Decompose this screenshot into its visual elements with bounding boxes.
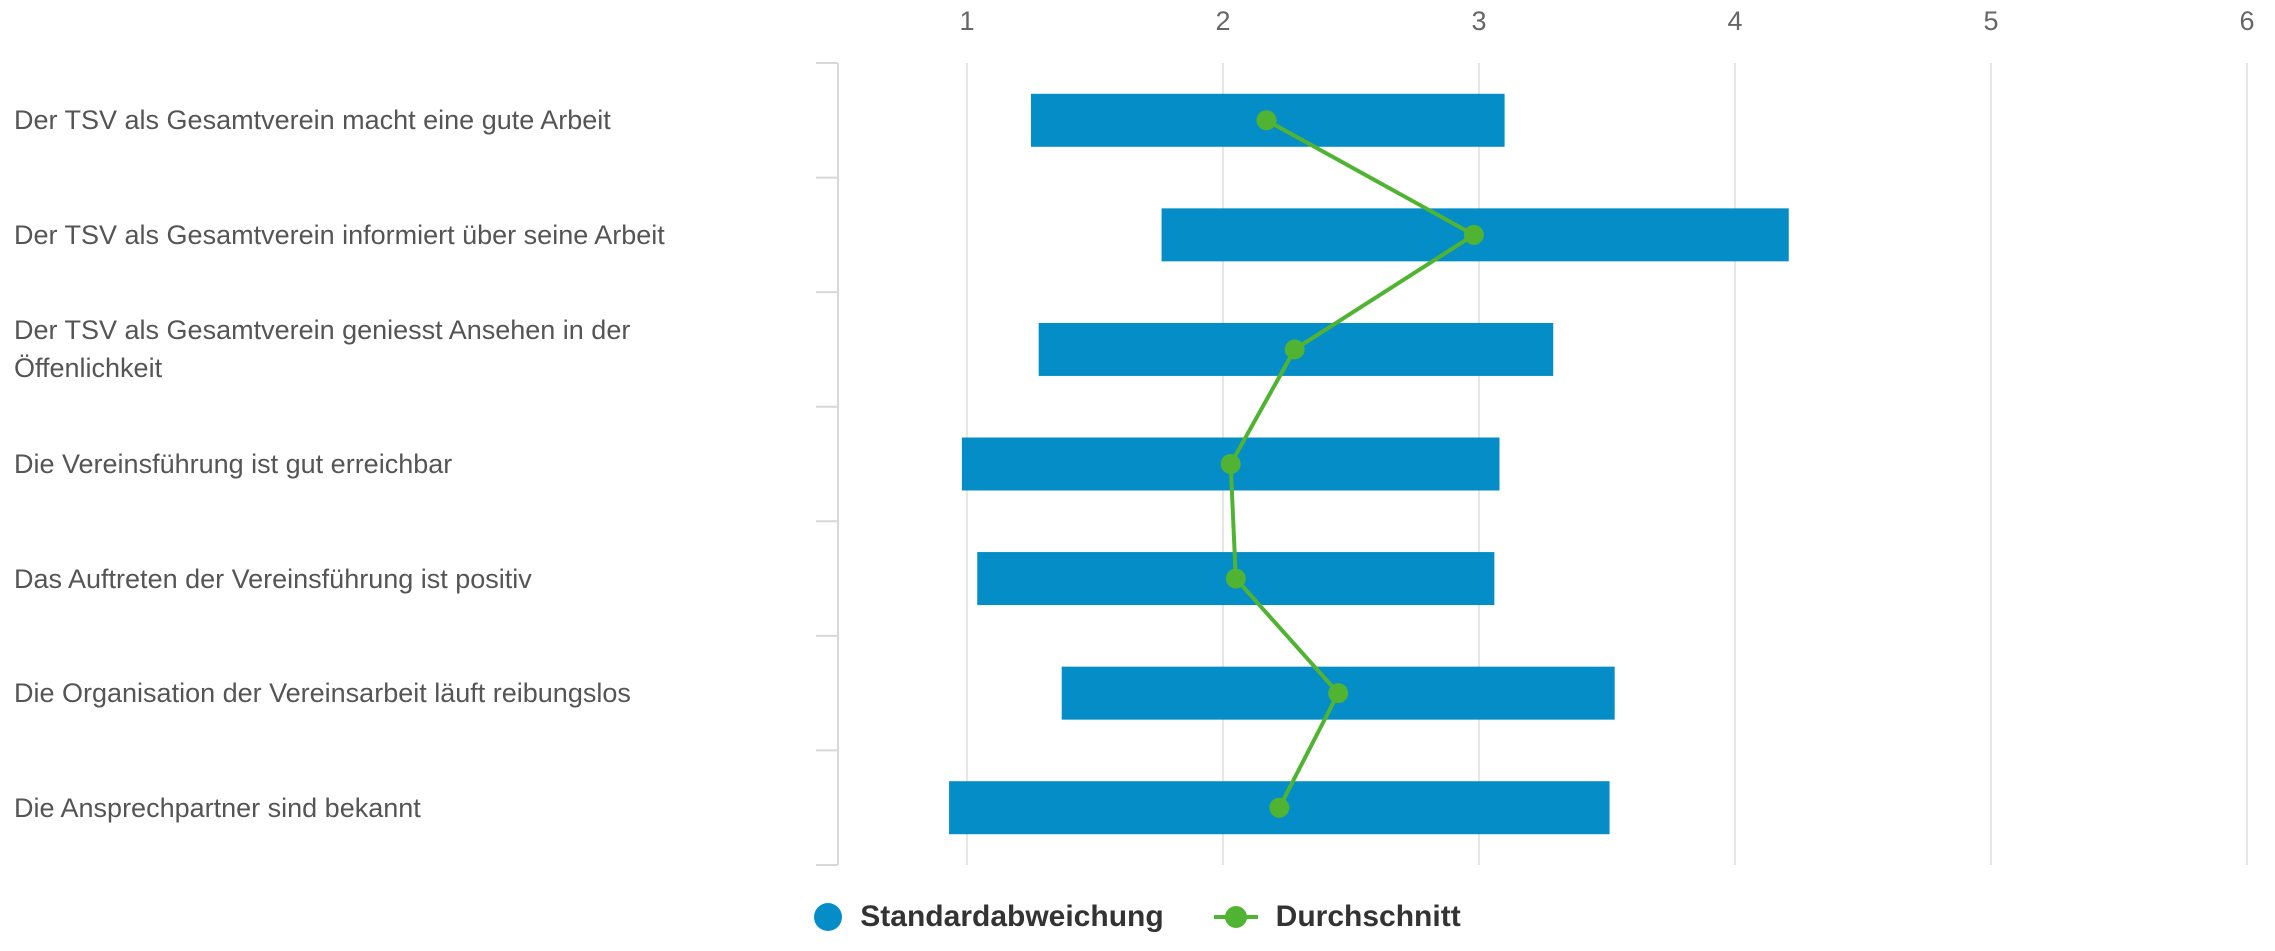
average-point[interactable] (1328, 683, 1349, 704)
average-point[interactable] (1220, 454, 1241, 474)
category-axis (816, 62, 839, 866)
legend-marker-standardabweichung (814, 903, 843, 931)
category-label: Die Organisation der Vereinsarbeit läuft… (14, 678, 631, 709)
average-point[interactable] (1225, 568, 1246, 589)
x-tick-label: 1 (959, 6, 974, 36)
average-point[interactable] (1269, 797, 1290, 818)
x-tick-label: 6 (2239, 6, 2254, 36)
category-label: Das Auftreten der Vereinsführung ist pos… (14, 563, 532, 594)
category-label: Die Ansprechpartner sind bekannt (14, 792, 421, 823)
legend-item-standardabweichung[interactable]: Standardabweichung (814, 900, 1164, 934)
average-point[interactable] (1256, 110, 1277, 131)
durchschnitt-series (1220, 110, 1484, 818)
legend: Standardabweichung Durchschnitt (0, 900, 2275, 934)
legend-item-durchschnitt[interactable]: Durchschnitt (1213, 900, 1461, 934)
standardabweichung-series (949, 93, 1789, 835)
category-label: Die Vereinsführung ist gut erreichbar (14, 449, 453, 479)
x-tick-label: 5 (1983, 6, 1998, 36)
category-label: Der TSV als Gesamtverein informiert über… (14, 219, 665, 250)
average-point[interactable] (1463, 224, 1484, 245)
legend-marker-durchschnitt (1213, 903, 1258, 931)
average-point[interactable] (1284, 339, 1305, 360)
x-tick-label: 4 (1727, 6, 1742, 36)
category-label: Der TSV als Gesamtverein macht eine gute… (14, 105, 611, 136)
legend-label-durchschnitt: Durchschnitt (1275, 900, 1461, 933)
x-tick-label: 3 (1471, 6, 1486, 36)
category-label: Der TSV als Gesamtverein geniesst Ansehe… (14, 315, 631, 384)
x-tick-label: 2 (1215, 6, 1230, 36)
legend-label-standardabweichung: Standardabweichung (860, 900, 1164, 933)
x-tick-labels: 1 2 3 4 5 6 (959, 6, 2254, 36)
